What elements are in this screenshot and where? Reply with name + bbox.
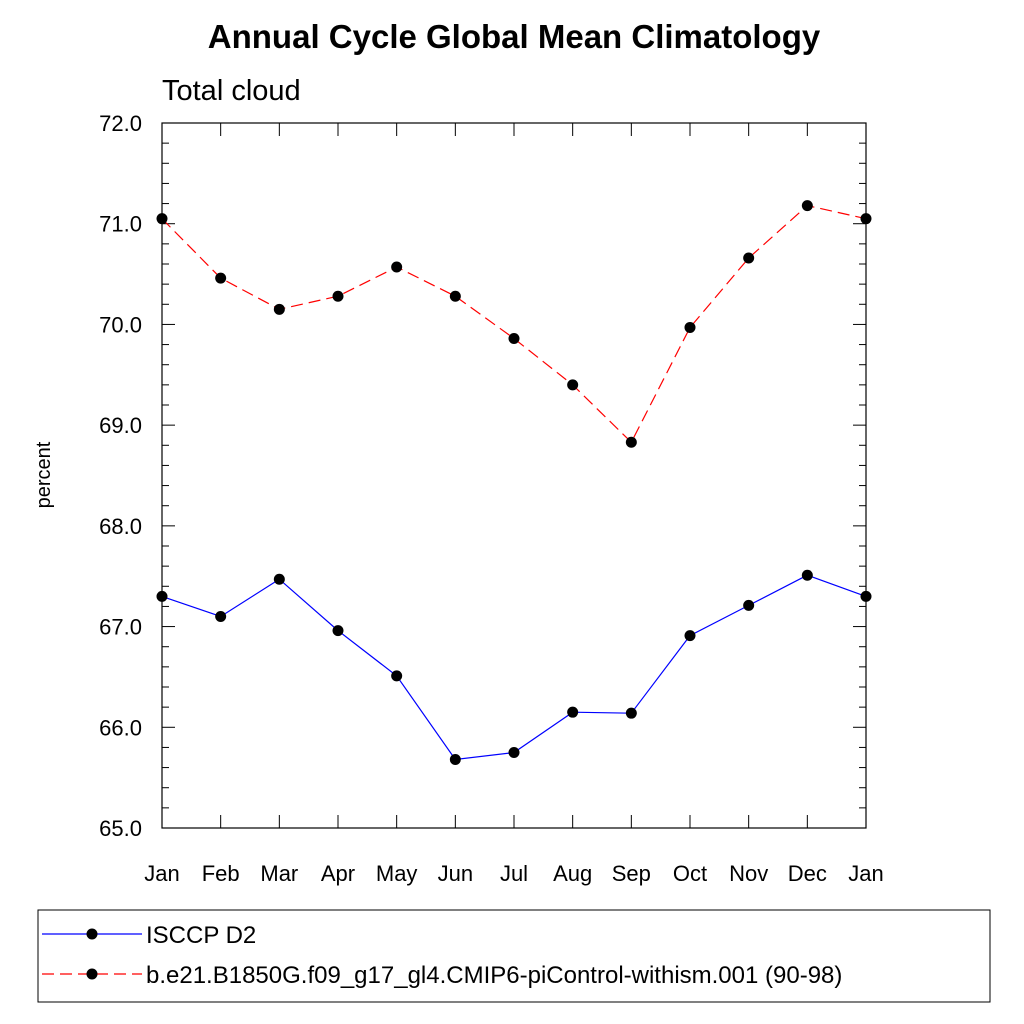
series-0-point	[391, 670, 403, 682]
series-0-point	[801, 569, 813, 581]
series-0-point	[508, 746, 520, 758]
series-0-point	[449, 754, 461, 766]
x-tick-label: Mar	[260, 861, 298, 886]
legend-box	[37, 909, 991, 1003]
series-1-point	[508, 333, 520, 345]
chart-subtitle: Total cloud	[162, 75, 301, 107]
x-tick-label: Oct	[673, 861, 707, 886]
series-0-point	[567, 706, 579, 718]
series-1-point	[391, 261, 403, 273]
series-1-point	[860, 213, 872, 225]
x-tick-label: Sep	[612, 861, 651, 886]
series-0-point	[273, 573, 285, 585]
series-0-point	[743, 599, 755, 611]
series-1-point	[156, 213, 168, 225]
plot-frame	[161, 122, 867, 829]
y-tick-label: 71.0	[99, 212, 142, 237]
series-1-point	[801, 200, 813, 212]
series-1-point	[273, 303, 285, 315]
legend-marker-0	[86, 928, 98, 940]
series-0-point	[625, 707, 637, 719]
series-0-point	[860, 590, 872, 602]
series-0-point	[215, 611, 227, 622]
y-axis-label: percent	[33, 441, 55, 508]
series-1-point	[567, 379, 579, 391]
legend-label-1: b.e21.B1850G.f09_g17_gl4.CMIP6-piControl…	[146, 962, 842, 989]
series-1-point	[332, 290, 344, 302]
legend-label-0: ISCCP D2	[146, 922, 256, 949]
x-tick-label: Dec	[788, 861, 827, 886]
x-tick-label: Jan	[144, 861, 179, 886]
series-line-0	[161, 574, 867, 761]
x-tick-label: Apr	[321, 861, 355, 886]
x-tick-label: Jul	[500, 861, 528, 886]
x-tick-label: Feb	[202, 861, 240, 886]
y-tick-label: 69.0	[99, 413, 142, 438]
series-line-1	[161, 204, 867, 444]
series-1-point	[684, 321, 696, 333]
legend: ISCCP D2 b.e21.B1850G.f09_g17_gl4.CMIP6-p…	[37, 909, 991, 1003]
y-tick-label: 72.0	[99, 111, 142, 136]
series-1-point	[215, 272, 227, 284]
x-tick-label: Aug	[553, 861, 592, 886]
legend-marker-1	[86, 968, 98, 980]
series-1-point	[449, 290, 461, 302]
series-1-point	[743, 252, 755, 264]
y-tick-label: 70.0	[99, 312, 142, 337]
x-tick-label: Jun	[438, 861, 473, 886]
y-tick-label: 66.0	[99, 715, 142, 740]
x-tick-label: Jan	[848, 861, 883, 886]
series-0-point	[684, 630, 696, 642]
y-tick-label: 67.0	[99, 615, 142, 640]
y-tick-label: 65.0	[99, 816, 142, 841]
x-tick-label: Nov	[729, 861, 768, 886]
series-1-point	[625, 436, 637, 448]
series-0-point	[156, 590, 168, 602]
y-tick-label: 68.0	[99, 514, 142, 539]
x-tick-label: May	[376, 861, 418, 886]
plot-area: 65.0 66.0 67.0 68.0 69.0 70.0 71.0 72.0 Jan Feb Ma…	[99, 111, 884, 886]
series-0-point	[332, 625, 344, 637]
chart-title: Annual Cycle Global Mean Climatology	[208, 18, 821, 55]
